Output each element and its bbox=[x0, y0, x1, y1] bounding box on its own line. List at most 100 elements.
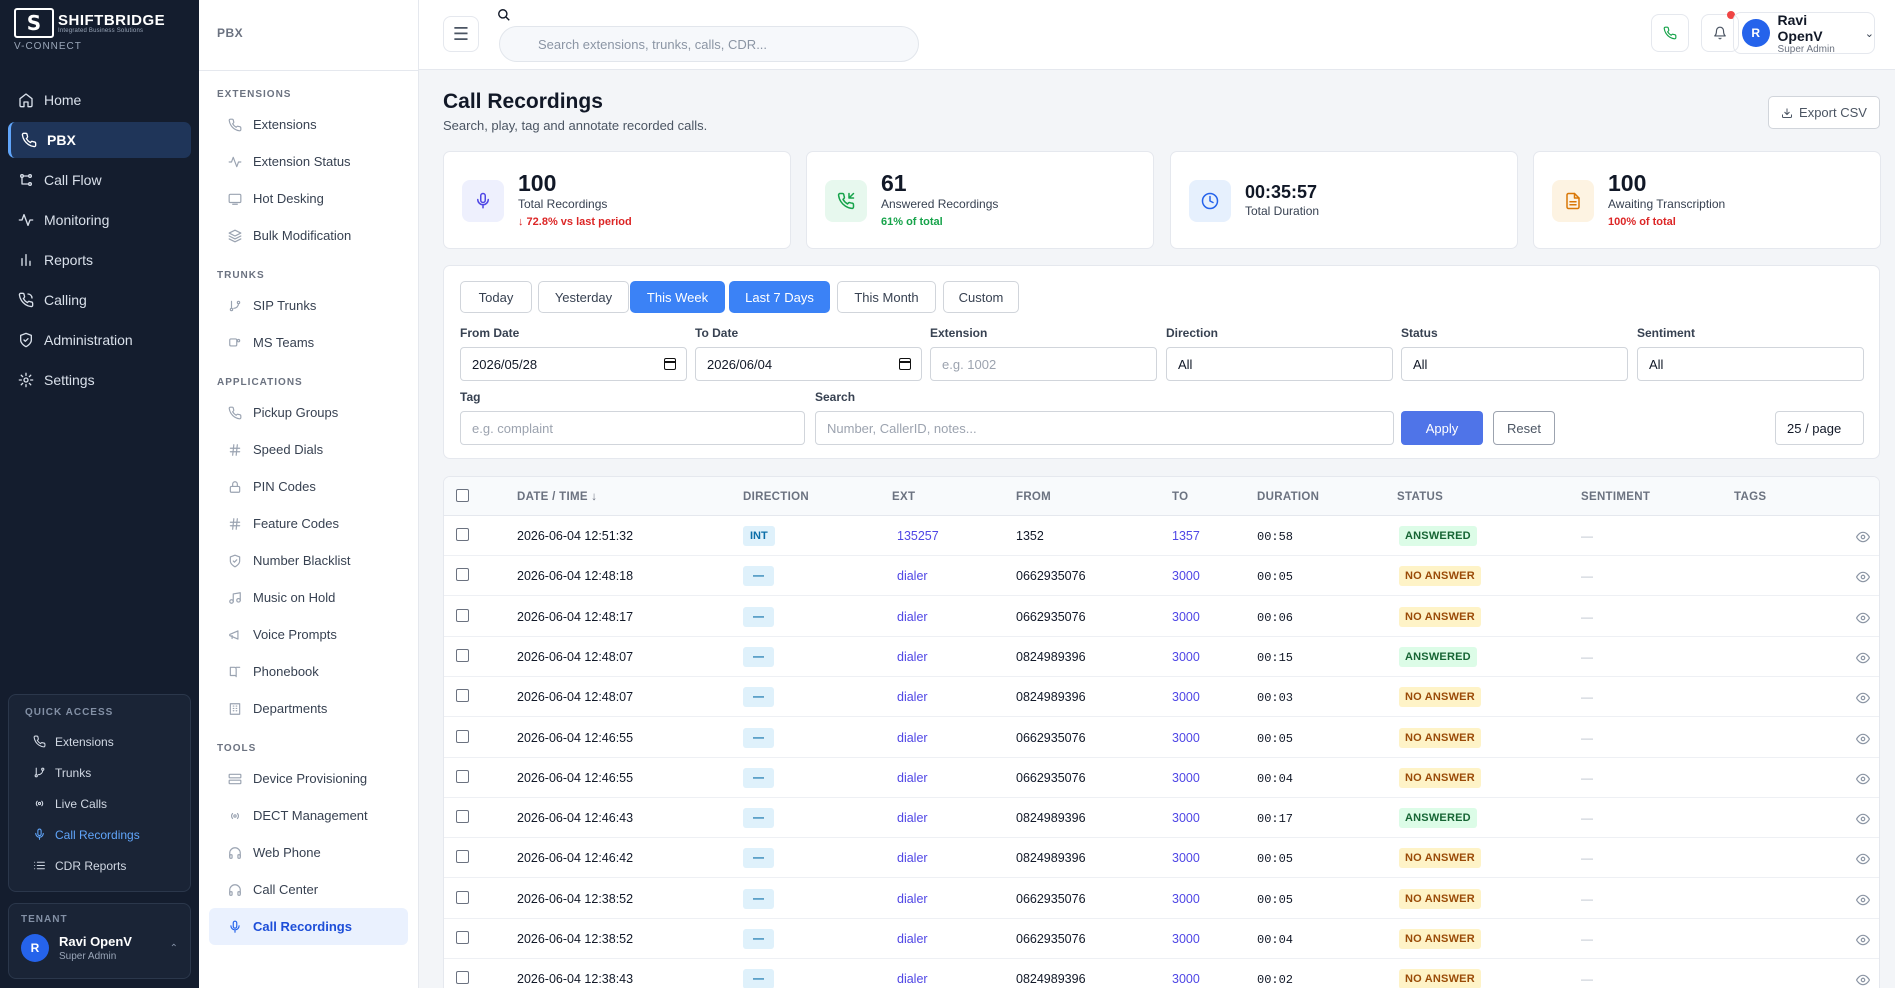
table-row[interactable]: 2026-06-04 12:46:55 — dialer 0662935076 3000… bbox=[444, 758, 1879, 798]
subnav-item-extension-status[interactable]: Extension Status bbox=[209, 143, 408, 180]
row-checkbox[interactable] bbox=[456, 850, 469, 864]
row-to-link[interactable]: 3000 bbox=[1172, 972, 1200, 987]
direction-select[interactable]: All bbox=[1166, 347, 1393, 381]
row-extension-link[interactable]: dialer bbox=[897, 851, 928, 866]
extension-input[interactable]: e.g. 1002 bbox=[930, 347, 1157, 381]
status-select[interactable]: All bbox=[1401, 347, 1628, 381]
nav-item-home[interactable]: Home bbox=[8, 82, 191, 118]
subnav-item-music-on-hold[interactable]: Music on Hold bbox=[209, 579, 408, 616]
table-row[interactable]: 2026-06-04 12:48:17 — dialer 0662935076 3000… bbox=[444, 597, 1879, 637]
quick-access-trunks[interactable]: Trunks bbox=[17, 757, 182, 788]
row-checkbox[interactable] bbox=[456, 689, 469, 703]
quick-access-extensions[interactable]: Extensions bbox=[17, 726, 182, 757]
subnav-item-hot-desking[interactable]: Hot Desking bbox=[209, 180, 408, 217]
eye-icon[interactable] bbox=[1855, 973, 1871, 987]
row-checkbox[interactable] bbox=[456, 810, 469, 824]
row-checkbox[interactable] bbox=[456, 890, 469, 904]
subnav-item-phonebook[interactable]: Phonebook bbox=[209, 653, 408, 690]
row-checkbox[interactable] bbox=[456, 971, 469, 985]
reset-button[interactable]: Reset bbox=[1493, 411, 1555, 445]
nav-item-pbx[interactable]: PBX bbox=[8, 122, 191, 158]
range-button-yesterday[interactable]: Yesterday bbox=[538, 281, 629, 313]
eye-icon[interactable] bbox=[1855, 611, 1871, 625]
quick-access-cdr-reports[interactable]: CDR Reports bbox=[17, 850, 182, 881]
subnav-item-dect-management[interactable]: DECT Management bbox=[209, 797, 408, 834]
subnav-item-departments[interactable]: Departments bbox=[209, 690, 408, 727]
subnav-item-call-recordings[interactable]: Call Recordings bbox=[209, 908, 408, 945]
table-row[interactable]: 2026-06-04 12:51:32 INT 135257 1352 1357 00:5… bbox=[444, 516, 1879, 556]
global-search-input[interactable] bbox=[499, 26, 919, 62]
quick-access-live-calls[interactable]: Live Calls bbox=[17, 788, 182, 819]
logo[interactable]: S SHIFTBRIDGE Integrated Business Soluti… bbox=[14, 8, 185, 38]
row-to-link[interactable]: 3000 bbox=[1172, 770, 1200, 785]
row-extension-link[interactable]: dialer bbox=[897, 690, 928, 705]
range-button-this-month[interactable]: This Month bbox=[837, 281, 936, 313]
row-extension-link[interactable]: dialer bbox=[897, 972, 928, 987]
nav-item-monitoring[interactable]: Monitoring bbox=[8, 202, 191, 238]
tag-input[interactable]: e.g. complaint bbox=[460, 411, 805, 445]
chevron-up-icon[interactable]: ⌃ bbox=[169, 942, 178, 954]
nav-item-calling[interactable]: Calling bbox=[8, 282, 191, 318]
quick-access-call-recordings[interactable]: Call Recordings bbox=[17, 819, 182, 850]
row-extension-link[interactable]: dialer bbox=[897, 770, 928, 785]
row-to-link[interactable]: 3000 bbox=[1172, 811, 1200, 826]
nav-item-settings[interactable]: Settings bbox=[8, 362, 191, 398]
row-extension-link[interactable]: dialer bbox=[897, 609, 928, 624]
table-row[interactable]: 2026-06-04 12:48:07 — dialer 0824989396 3000… bbox=[444, 677, 1879, 718]
eye-icon[interactable] bbox=[1855, 530, 1871, 544]
row-checkbox[interactable] bbox=[456, 568, 469, 582]
eye-icon[interactable] bbox=[1855, 772, 1871, 786]
row-to-link[interactable]: 3000 bbox=[1172, 609, 1200, 624]
row-extension-link[interactable]: 135257 bbox=[897, 529, 939, 543]
subnav-item-extensions[interactable]: Extensions bbox=[209, 106, 408, 143]
table-row[interactable]: 2026-06-04 12:46:42 — dialer 0824989396 3000… bbox=[444, 838, 1879, 879]
range-button-this-week[interactable]: This Week bbox=[630, 281, 725, 313]
row-extension-link[interactable]: dialer bbox=[897, 649, 928, 664]
subnav-item-pin-codes[interactable]: PIN Codes bbox=[209, 468, 408, 505]
row-to-link[interactable]: 3000 bbox=[1172, 932, 1200, 946]
subnav-item-call-center[interactable]: Call Center bbox=[209, 871, 408, 908]
table-row[interactable]: 2026-06-04 12:38:52 — dialer 0662935076 3000… bbox=[444, 879, 1879, 919]
row-checkbox[interactable] bbox=[456, 608, 469, 622]
table-row[interactable]: 2026-06-04 12:46:55 — dialer 0662935076 3000… bbox=[444, 718, 1879, 758]
from-date-input[interactable]: 2026/05/28 bbox=[460, 347, 687, 381]
per-page-select[interactable]: 25 / page bbox=[1775, 411, 1864, 445]
nav-item-reports[interactable]: Reports bbox=[8, 242, 191, 278]
notifications-button[interactable] bbox=[1701, 11, 1739, 52]
row-extension-link[interactable]: dialer bbox=[897, 891, 928, 906]
table-row[interactable]: 2026-06-04 12:38:43 — dialer 0824989396 3000… bbox=[444, 959, 1879, 988]
table-row[interactable]: 2026-06-04 12:46:43 — dialer 0824989396 3000… bbox=[444, 798, 1879, 839]
nav-item-administration[interactable]: Administration bbox=[8, 322, 191, 358]
subnav-item-feature-codes[interactable]: Feature Codes bbox=[209, 505, 408, 542]
subnav-item-voice-prompts[interactable]: Voice Prompts bbox=[209, 616, 408, 653]
user-menu[interactable]: R Ravi OpenV Super Admin ⌄ bbox=[1733, 12, 1875, 55]
row-to-link[interactable]: 3000 bbox=[1172, 569, 1200, 584]
row-to-link[interactable]: 1357 bbox=[1172, 529, 1200, 543]
row-extension-link[interactable]: dialer bbox=[897, 811, 928, 826]
table-row[interactable]: 2026-06-04 12:48:07 — dialer 0824989396 3000… bbox=[444, 637, 1879, 677]
tenant-panel[interactable]: TENANT R Ravi OpenV Super Admin ⌃ bbox=[8, 903, 191, 979]
menu-toggle-button[interactable]: ☰ bbox=[443, 16, 479, 52]
range-button-last-7-days[interactable]: Last 7 Days bbox=[729, 281, 830, 313]
row-to-link[interactable]: 3000 bbox=[1172, 730, 1200, 745]
row-extension-link[interactable]: dialer bbox=[897, 932, 928, 946]
row-checkbox[interactable] bbox=[456, 528, 469, 541]
eye-icon[interactable] bbox=[1855, 933, 1871, 947]
recording-search-input[interactable]: Number, CallerID, notes... bbox=[815, 411, 1394, 445]
row-checkbox[interactable] bbox=[456, 931, 469, 944]
table-row[interactable]: 2026-06-04 12:48:18 — dialer 0662935076 3000… bbox=[444, 556, 1879, 597]
eye-icon[interactable] bbox=[1855, 732, 1871, 746]
sentiment-select[interactable]: All bbox=[1637, 347, 1864, 381]
row-checkbox[interactable] bbox=[456, 769, 469, 783]
subnav-item-bulk-modification[interactable]: Bulk Modification bbox=[209, 217, 408, 254]
range-button-custom[interactable]: Custom bbox=[943, 281, 1019, 313]
export-csv-button[interactable]: Export CSV bbox=[1768, 96, 1880, 129]
subnav-item-web-phone[interactable]: Web Phone bbox=[209, 834, 408, 871]
row-to-link[interactable]: 3000 bbox=[1172, 690, 1200, 705]
calendar-icon[interactable] bbox=[899, 358, 911, 370]
eye-icon[interactable] bbox=[1855, 812, 1871, 826]
subnav-item-number-blacklist[interactable]: Number Blacklist bbox=[209, 542, 408, 579]
row-checkbox[interactable] bbox=[456, 648, 469, 662]
subnav-item-ms-teams[interactable]: MS Teams bbox=[209, 324, 408, 361]
calendar-icon[interactable] bbox=[664, 358, 676, 370]
